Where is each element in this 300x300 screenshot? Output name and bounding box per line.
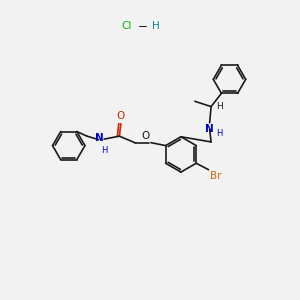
Text: H: H <box>101 146 108 154</box>
Text: H: H <box>216 102 223 111</box>
Text: H: H <box>152 21 160 31</box>
Text: N: N <box>95 133 103 143</box>
Text: O: O <box>117 111 125 122</box>
Text: O: O <box>141 131 149 141</box>
Text: Cl: Cl <box>121 21 132 31</box>
Text: N: N <box>205 124 214 134</box>
Text: H: H <box>216 129 223 138</box>
Text: −: − <box>138 20 148 33</box>
Text: Br: Br <box>210 171 222 181</box>
